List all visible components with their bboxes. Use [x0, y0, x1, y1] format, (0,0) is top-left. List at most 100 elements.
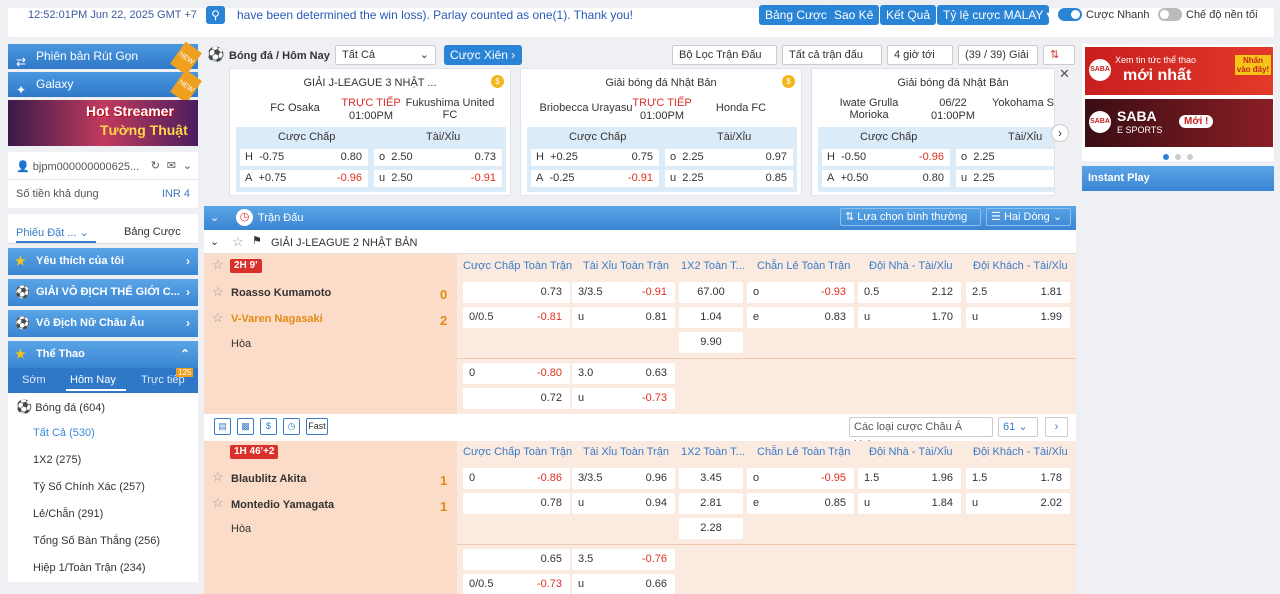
market-1x2[interactable]: 1X2 (275) [33, 454, 82, 466]
filter-select[interactable]: Tất Cả ⌄ [335, 45, 436, 65]
odds-button[interactable]: e 0.85 [747, 493, 854, 514]
odds-button[interactable]: u 0.66 [572, 574, 675, 594]
sports-section[interactable]: ★ Thể Thao ⌃ [8, 341, 198, 368]
odds-button[interactable]: 9.90 [679, 332, 743, 353]
market-correct-score[interactable]: Tỷ Số Chính Xác (257) [33, 481, 145, 493]
odds-button[interactable]: 3.5 -0.76 [572, 549, 675, 570]
close-icon[interactable]: ✕ [1059, 66, 1070, 81]
match-filter-select[interactable]: Bộ Lọc Trận Đấu ⌄ [672, 45, 777, 79]
chart-icon[interactable]: ▩ [237, 418, 254, 435]
odds-button[interactable]: 0.73 [463, 282, 570, 303]
odds-cell[interactable]: u 2.25 [956, 170, 1054, 187]
odds-button[interactable]: 0 -0.86 [463, 468, 570, 489]
odds-button[interactable]: o -0.93 [747, 282, 854, 303]
search-icon[interactable]: ⚲ [206, 6, 225, 24]
tab-betslip[interactable]: Phiếu Đặt ... ⌄ [16, 226, 89, 239]
dark-mode-toggle[interactable] [1158, 8, 1182, 21]
market-ht-ft[interactable]: Hiệp 1/Toàn Trận (234) [33, 562, 146, 574]
odds-cell[interactable]: o 2.25 0.97 [665, 149, 793, 166]
featured-card[interactable]: GIẢI J-LEAGUE 3 NHẬT ... $ FC Osaka TRỰC… [229, 68, 511, 196]
market-total-goals[interactable]: Tổng Số Bàn Thắng (256) [33, 535, 160, 547]
star-icon[interactable]: ☆ [212, 469, 224, 484]
odds-button[interactable]: u 1.99 [966, 307, 1070, 328]
markets-select[interactable]: Các loại cược Châu Á khác ⌄ [849, 417, 993, 451]
odds-button[interactable]: 0 -0.80 [463, 363, 570, 384]
odds-cell[interactable]: o 2.25 [956, 149, 1054, 166]
odds-button[interactable]: 2.81 [679, 493, 743, 514]
mail-icon[interactable]: ✉ [166, 160, 176, 172]
tab-bet-list[interactable]: Bảng Cược [124, 226, 181, 238]
carousel-dots[interactable] [1085, 151, 1271, 160]
odds-button[interactable]: u 0.94 [572, 493, 675, 514]
odds-button[interactable]: 3/3.5 0.96 [572, 468, 675, 489]
featured-card[interactable]: Giải bóng đá Nhật Bản Iwate Grulla Morio… [811, 68, 1055, 196]
odds-button[interactable]: 0/0.5 -0.81 [463, 307, 570, 328]
parlay-button[interactable]: Cược Xiên › [444, 45, 522, 65]
odds-button[interactable]: 0.65 [463, 549, 570, 570]
star-icon[interactable]: ☆ [212, 495, 224, 510]
cashout-icon[interactable]: $ [260, 418, 277, 435]
featured-card[interactable]: Giải bóng đá Nhật Bản $ Briobecca Urayas… [520, 68, 802, 196]
tab-live[interactable]: Trực tiếp [141, 374, 185, 386]
refresh-icon[interactable]: ↻ [150, 160, 160, 172]
all-matches-select[interactable]: Tất cả trận đấu ⌄ [782, 45, 882, 79]
sport-soccer[interactable]: ⚽ Bóng đá (604) [8, 393, 198, 420]
odds-cell[interactable]: H +0.25 0.75 [531, 149, 659, 166]
odds-button[interactable]: 2.28 [679, 518, 743, 539]
odds-button[interactable]: 1.5 1.96 [858, 468, 961, 489]
odds-cell[interactable]: u 2.25 0.85 [665, 170, 793, 187]
instant-play-bar[interactable]: Instant Play [1082, 166, 1274, 191]
odds-cell[interactable]: o 2.50 0.73 [374, 149, 502, 166]
odds-button[interactable]: 0.5 2.12 [858, 282, 961, 303]
quick-bet-toggle[interactable] [1058, 8, 1082, 21]
odds-button[interactable]: u 2.02 [966, 493, 1070, 514]
market-odd-even[interactable]: Lẻ/Chẵn (291) [33, 508, 104, 520]
odds-cell[interactable]: u 2.50 -0.91 [374, 170, 502, 187]
odds-cell[interactable]: A -0.25 -0.91 [531, 170, 659, 187]
market-all[interactable]: Tất Cả (530) [33, 427, 95, 439]
sort-icon[interactable]: ⇅ [1043, 45, 1075, 65]
esports-banner[interactable]: SABA SABA E SPORTS Mới ! [1085, 99, 1273, 147]
odds-button[interactable]: 0.72 [463, 388, 570, 409]
bet-list-button[interactable]: Bảng Cược [759, 5, 833, 25]
odds-button[interactable]: u 0.81 [572, 307, 675, 328]
galaxy-button[interactable]: ✦ Galaxy NEW [8, 69, 202, 104]
odds-button[interactable]: 0/0.5 -0.73 [463, 574, 570, 594]
women-euro-section[interactable]: ⚽ Vô Địch Nữ Châu Âu › [8, 310, 198, 337]
odds-button[interactable]: 67.00 [679, 282, 743, 303]
star-icon[interactable]: ☆ [212, 310, 224, 325]
favorites-section[interactable]: ★ Yêu thích của tôi › [8, 248, 198, 275]
history-icon[interactable]: ◷ [283, 418, 300, 435]
lines-select[interactable]: ☰ Hai Dòng ⌄ [986, 208, 1071, 226]
odds-cell[interactable]: H -0.50 -0.96 [822, 149, 950, 166]
page-select[interactable]: 61 ⌄ [998, 417, 1038, 437]
fast-button[interactable]: Fast [306, 418, 328, 435]
chevron-down-icon[interactable]: ⌄ [210, 236, 220, 248]
results-button[interactable]: Kết Quả [880, 5, 937, 25]
odds-button[interactable]: 2.5 1.81 [966, 282, 1070, 303]
sort-select[interactable]: ⇅ Lựa chọn bình thường ⌄ [840, 208, 981, 239]
star-icon[interactable]: ☆ [212, 257, 224, 272]
star-icon[interactable]: ☆ [232, 234, 244, 249]
odds-button[interactable]: u 1.84 [858, 493, 961, 514]
league-header[interactable]: ⌄ ☆ ⚑ GIẢI J-LEAGUE 2 NHẬT BẢN [204, 230, 1076, 254]
odds-button[interactable]: 1.04 [679, 307, 743, 328]
odds-type-select[interactable]: Tỷ lệ cược MALAY ▾ [937, 5, 1053, 25]
odds-cell[interactable]: A +0.50 0.80 [822, 170, 950, 187]
odds-button[interactable]: 3/3.5 -0.91 [572, 282, 675, 303]
odds-cell[interactable]: A +0.75 -0.96 [240, 170, 368, 187]
lite-version-button[interactable]: ⇄ Phiên bản Rút Gọn NEW [8, 41, 202, 76]
odds-button[interactable]: o -0.95 [747, 468, 854, 489]
odds-button[interactable]: u 1.70 [858, 307, 961, 328]
league-count-select[interactable]: (39 / 39) Giải [958, 45, 1038, 65]
odds-button[interactable]: e 0.83 [747, 307, 854, 328]
time-range-select[interactable]: 4 giờ tới ⌄ [887, 45, 953, 79]
odds-button[interactable]: u -0.73 [572, 388, 675, 409]
odds-button[interactable]: 0.78 [463, 493, 570, 514]
odds-cell[interactable]: H -0.75 0.80 [240, 149, 368, 166]
hot-streamer-banner[interactable]: Hot Streamer Tường Thuật [8, 100, 198, 146]
statement-button[interactable]: Sao Kê [828, 5, 880, 25]
odds-button[interactable]: 3.0 0.63 [572, 363, 675, 384]
chevron-down-icon[interactable]: ⌄ [210, 212, 220, 224]
tab-today[interactable]: Hôm Nay [70, 374, 116, 386]
